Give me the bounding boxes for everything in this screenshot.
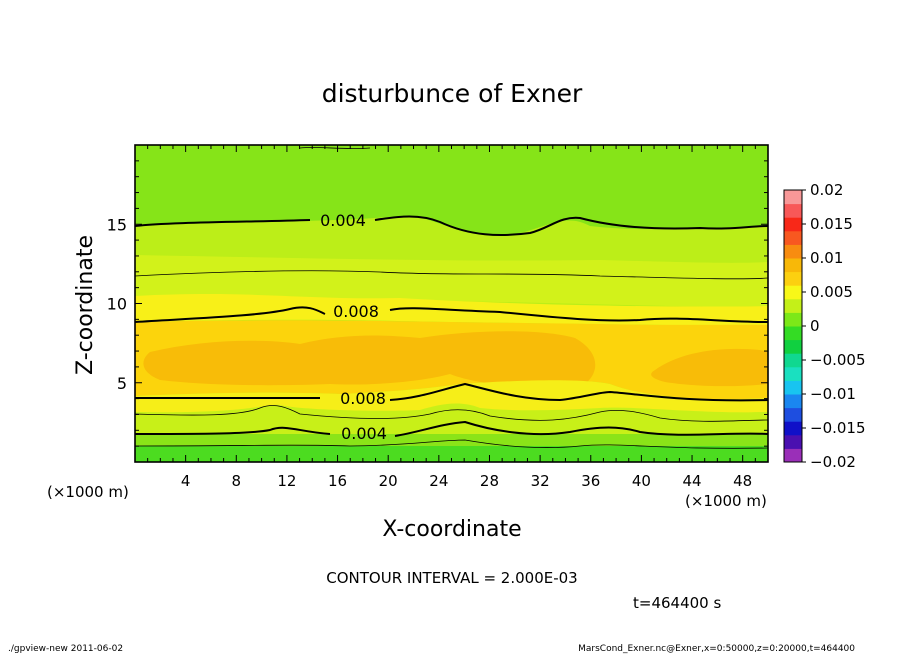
- x-tick-label: 44: [682, 472, 701, 490]
- contour-lines: [135, 147, 768, 449]
- band-orange-right: [651, 348, 768, 387]
- y-axis: 5 10 15: [107, 160, 768, 447]
- colorbar-label: 0.015: [810, 215, 853, 233]
- colorbar-label: −0.01: [810, 385, 856, 403]
- y-axis-unit: (×1000 m): [685, 492, 767, 510]
- colorbar-swatch: [784, 407, 802, 422]
- colorbar-swatch: [784, 326, 802, 341]
- colorbar-label: 0.005: [810, 283, 853, 301]
- x-tick-label: 32: [531, 472, 550, 490]
- contour-0.008-lower: [135, 382, 768, 402]
- colorbar-swatch: [784, 230, 802, 245]
- contour-0.004-upper: [135, 215, 768, 237]
- chart-title: disturbunce of Exner: [322, 79, 583, 108]
- x-axis-label: X-coordinate: [382, 517, 521, 542]
- colorbar-label: −0.015: [810, 419, 866, 437]
- y-tick-label: 10: [107, 295, 127, 314]
- contour-lower-thin-2: [135, 439, 768, 449]
- footer-right: MarsCond_Exner.nc@Exner,x=0:50000,z=0:20…: [578, 644, 855, 654]
- contour-upper-thin: [135, 270, 768, 280]
- y-axis-label: Z-coordinate: [73, 235, 98, 375]
- colorbar-swatch: [784, 203, 802, 218]
- band-orange-core: [143, 331, 596, 387]
- band-green-lower: [135, 434, 768, 446]
- time-label: t=464400 s: [633, 594, 721, 612]
- contour-label: 0.008: [333, 302, 379, 321]
- colorbar-labels: 0.02 0.015 0.01 0.005 0 −0.005 −0.01 −0.015 −0.0…: [802, 181, 866, 471]
- colorbar-swatch: [784, 271, 802, 286]
- x-axis-unit: (×1000 m): [47, 483, 129, 501]
- footer-left: ./gpview-new 2011-06-02: [8, 644, 123, 654]
- colorbar-label: 0.02: [810, 181, 843, 199]
- x-tick-label: 4: [181, 472, 191, 490]
- contour-label: 0.004: [320, 211, 366, 230]
- contour-lower-thin-1: [135, 405, 768, 422]
- contour-top: [299, 147, 371, 149]
- contour-label: 0.004: [341, 424, 387, 443]
- colorbar-label: 0.01: [810, 249, 843, 267]
- colorbar-swatch: [784, 421, 802, 436]
- x-tick-label: 20: [379, 472, 398, 490]
- y-tick-label: 5: [117, 374, 127, 393]
- colorbar-swatch: [784, 217, 802, 232]
- colorbar-swatch: [784, 298, 802, 313]
- contour-interval: CONTOUR INTERVAL = 2.000E-03: [326, 569, 577, 587]
- contour-0.008-upper: [135, 306, 768, 323]
- contour-label: 0.008: [340, 389, 386, 408]
- x-axis: 4 8 12 16 20 24 28 32 36 40 44 48: [147, 145, 756, 490]
- colorbar-label: 0: [810, 317, 820, 335]
- x-tick-label: 8: [232, 472, 242, 490]
- colorbar-swatch: [784, 448, 802, 463]
- colorbar-swatch: [784, 366, 802, 381]
- colorbar-swatch: [784, 190, 802, 205]
- colorbar-swatch: [784, 394, 802, 409]
- colorbar-label: −0.02: [810, 453, 856, 471]
- colorbar-swatch: [784, 285, 802, 300]
- x-tick-label: 36: [581, 472, 600, 490]
- x-tick-label: 24: [429, 472, 448, 490]
- band-yellow-lower: [135, 380, 768, 415]
- contour-label-group: 0.004 0.008 0.008 0.004: [320, 211, 387, 443]
- x-tick-label: 48: [733, 472, 752, 490]
- colorbar-swatch: [784, 244, 802, 259]
- colorbar-swatch: [784, 353, 802, 368]
- x-tick-label: 40: [632, 472, 651, 490]
- band-lime: [135, 255, 768, 307]
- y-tick-label: 15: [107, 215, 127, 234]
- x-tick-label: 12: [277, 472, 296, 490]
- colorbar-label: −0.005: [810, 351, 866, 369]
- colorbar-swatch: [784, 434, 802, 449]
- band-upper-green: [135, 145, 768, 236]
- x-tick-label: 16: [328, 472, 347, 490]
- band-green-bottom: [135, 446, 768, 462]
- colorbar-swatch: [784, 339, 802, 354]
- plot-area: [135, 145, 768, 462]
- colorbar: [784, 190, 802, 463]
- contour-0.004-lower: [135, 420, 768, 437]
- colorbar-swatch: [784, 312, 802, 327]
- colorbar-swatch: [784, 258, 802, 273]
- colorbar-swatch: [784, 380, 802, 395]
- x-tick-label: 28: [480, 472, 499, 490]
